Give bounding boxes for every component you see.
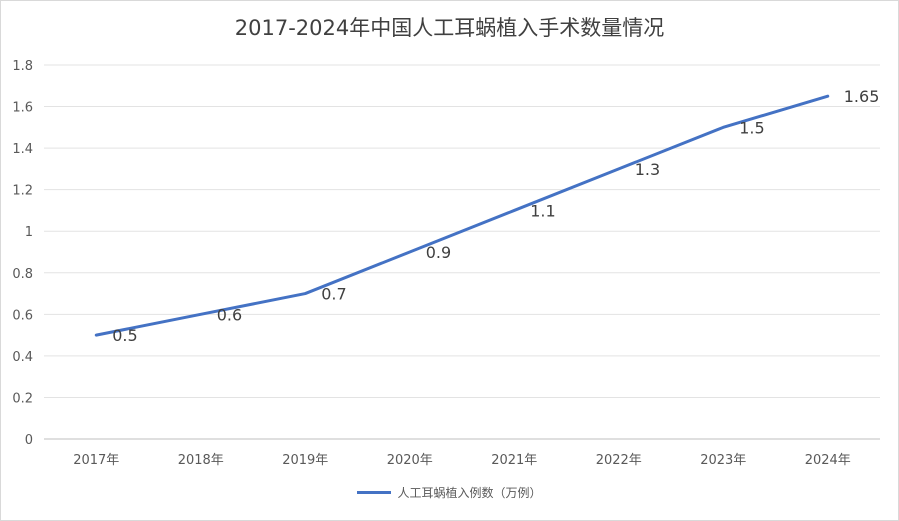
data-label: 0.7 — [321, 285, 346, 304]
data-label: 1.3 — [635, 160, 660, 179]
data-label: 1.5 — [739, 118, 764, 137]
data-label: 0.5 — [112, 326, 137, 345]
y-tick-label: 0.2 — [12, 391, 33, 406]
x-tick-label: 2023年 — [700, 453, 746, 468]
y-tick-label: 0.6 — [12, 308, 33, 323]
y-tick-label: 1 — [25, 225, 33, 240]
legend-line-swatch — [357, 491, 392, 494]
y-tick-label: 1.4 — [12, 142, 33, 157]
x-tick-label: 2019年 — [282, 453, 328, 468]
data-label: 0.9 — [426, 243, 451, 262]
legend-label: 人工耳蜗植入例数（万例） — [397, 486, 542, 500]
y-tick-label: 0.4 — [12, 350, 33, 365]
x-tick-label: 2020年 — [387, 453, 433, 468]
data-label: 1.1 — [530, 201, 555, 220]
x-tick-label: 2018年 — [178, 453, 224, 468]
x-tick-label: 2021年 — [491, 453, 537, 468]
y-tick-label: 1.2 — [12, 184, 33, 199]
data-label: 0.6 — [217, 305, 242, 324]
y-tick-label: 1.8 — [12, 59, 33, 74]
x-tick-label: 2022年 — [596, 453, 642, 468]
x-tick-label: 2017年 — [73, 453, 119, 468]
y-tick-label: 0.8 — [12, 267, 33, 282]
data-label: 1.65 — [844, 87, 880, 106]
legend: 人工耳蜗植入例数（万例） — [0, 484, 899, 501]
y-tick-label: 1.6 — [12, 101, 33, 116]
series-line — [94, 94, 830, 337]
chart-title: 2017-2024年中国人工耳蜗植入手术数量情况 — [234, 16, 665, 40]
y-tick-label: 0 — [25, 433, 33, 448]
x-tick-label: 2024年 — [805, 453, 851, 468]
